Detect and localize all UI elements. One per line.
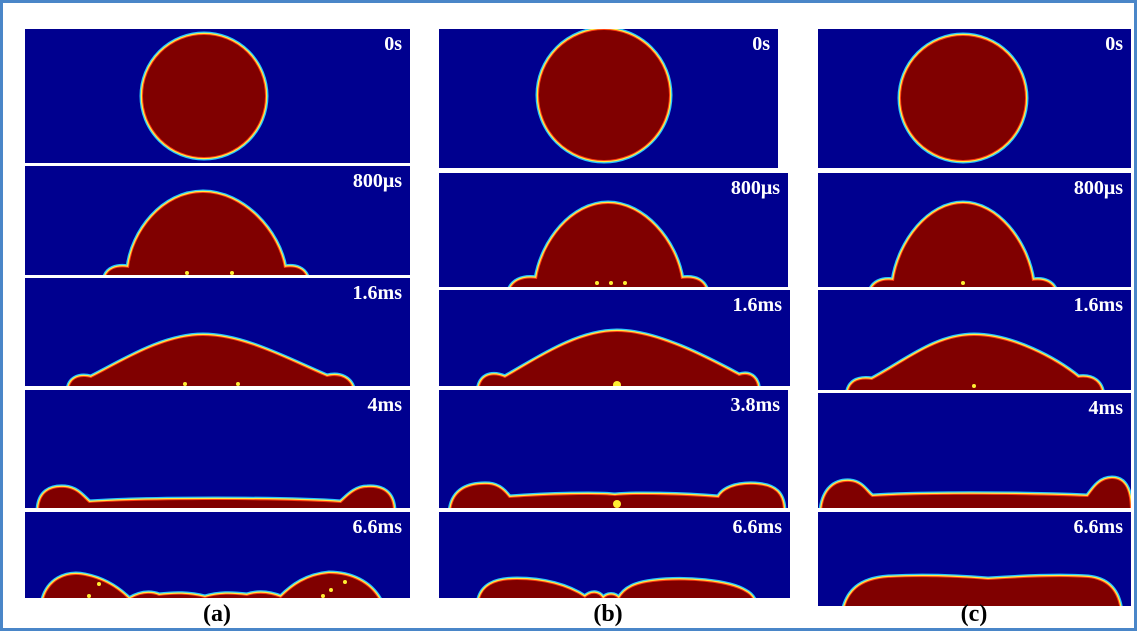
droplet-frame	[439, 29, 778, 168]
droplet-sphere	[139, 31, 269, 161]
hot-spot	[183, 382, 187, 386]
droplet-frame	[25, 278, 410, 386]
time-label: 1.6ms	[732, 294, 782, 316]
panel-a-2: 800μs	[25, 166, 410, 275]
hot-spot	[185, 271, 189, 275]
time-label: 4ms	[1088, 397, 1123, 419]
column-label: (c)	[960, 601, 988, 627]
droplet-recoil	[841, 573, 1123, 606]
droplet-frame	[25, 390, 410, 508]
time-label: 6.6ms	[1073, 516, 1123, 538]
droplet-sphere	[535, 29, 673, 164]
droplet-frame	[818, 393, 1131, 508]
hot-spot	[87, 594, 91, 598]
panel-b-3: 1.6ms	[439, 290, 790, 386]
time-label: 800μs	[1073, 177, 1123, 199]
droplet-frame	[25, 29, 410, 163]
time-label: 6.6ms	[352, 516, 402, 538]
droplet-frame	[818, 512, 1131, 606]
hot-spot	[343, 580, 347, 584]
droplet-frame	[25, 166, 410, 275]
droplet-frame	[818, 173, 1131, 287]
droplet-frame	[818, 29, 1131, 168]
panel-c-2: 800μs	[818, 173, 1131, 287]
column-label: (b)	[593, 601, 623, 627]
hot-spot	[972, 384, 976, 388]
droplet-frame	[439, 390, 788, 508]
panel-a-1: 0s	[25, 29, 410, 163]
droplet-frame	[25, 512, 410, 598]
panel-a-4: 4ms	[25, 390, 410, 508]
panel-c-3: 1.6ms	[818, 290, 1131, 390]
droplet-dome	[507, 200, 709, 287]
panel-b-2: 800μs	[439, 173, 788, 287]
panel-b-4: 3.8ms	[439, 390, 788, 508]
hot-spot	[97, 582, 101, 586]
panel-a-5: 6.6ms	[25, 512, 410, 598]
field-background	[818, 393, 1131, 508]
time-label: 0s	[384, 33, 402, 55]
droplet-spread	[66, 332, 355, 386]
hot-spot	[613, 381, 621, 386]
hot-spot	[961, 281, 965, 285]
hot-spot	[623, 281, 627, 285]
hot-spot	[236, 382, 240, 386]
panel-c-1: 0s	[818, 29, 1131, 168]
droplet-sphere	[897, 32, 1029, 164]
hot-spot	[321, 594, 325, 598]
droplet-recoil	[40, 570, 382, 598]
panel-c-4: 4ms	[818, 393, 1131, 508]
time-label: 6.6ms	[732, 516, 782, 538]
field-background	[25, 390, 410, 508]
droplet-frame	[439, 173, 788, 287]
hot-spot	[595, 281, 599, 285]
droplet-film	[35, 484, 397, 508]
time-label: 0s	[1105, 33, 1123, 55]
droplet-dome	[869, 200, 1057, 287]
panel-a-3: 1.6ms	[25, 278, 410, 386]
droplet-recoil	[476, 576, 757, 598]
hot-spot	[329, 588, 333, 592]
droplet-frame	[439, 512, 790, 598]
time-label: 800μs	[730, 177, 780, 199]
time-label: 4ms	[367, 394, 402, 416]
droplet-film	[818, 475, 1131, 508]
time-label: 1.6ms	[1073, 294, 1123, 316]
hot-spot	[613, 500, 621, 508]
hot-spot	[609, 281, 613, 285]
droplet-frame	[439, 290, 790, 386]
time-label: 1.6ms	[352, 282, 402, 304]
droplet-spread	[476, 328, 761, 386]
panel-b-5: 6.6ms	[439, 512, 790, 598]
hot-spot	[230, 271, 234, 275]
time-label: 0s	[752, 33, 770, 55]
panel-b-1: 0s	[439, 29, 778, 168]
column-label: (a)	[203, 601, 231, 627]
time-label: 800μs	[352, 170, 402, 192]
time-label: 3.8ms	[730, 394, 780, 416]
droplet-dome	[103, 189, 309, 275]
droplet-frame	[818, 290, 1131, 390]
panel-c-5: 6.6ms	[818, 512, 1131, 606]
droplet-film	[448, 481, 787, 508]
droplet-spread	[845, 332, 1105, 390]
